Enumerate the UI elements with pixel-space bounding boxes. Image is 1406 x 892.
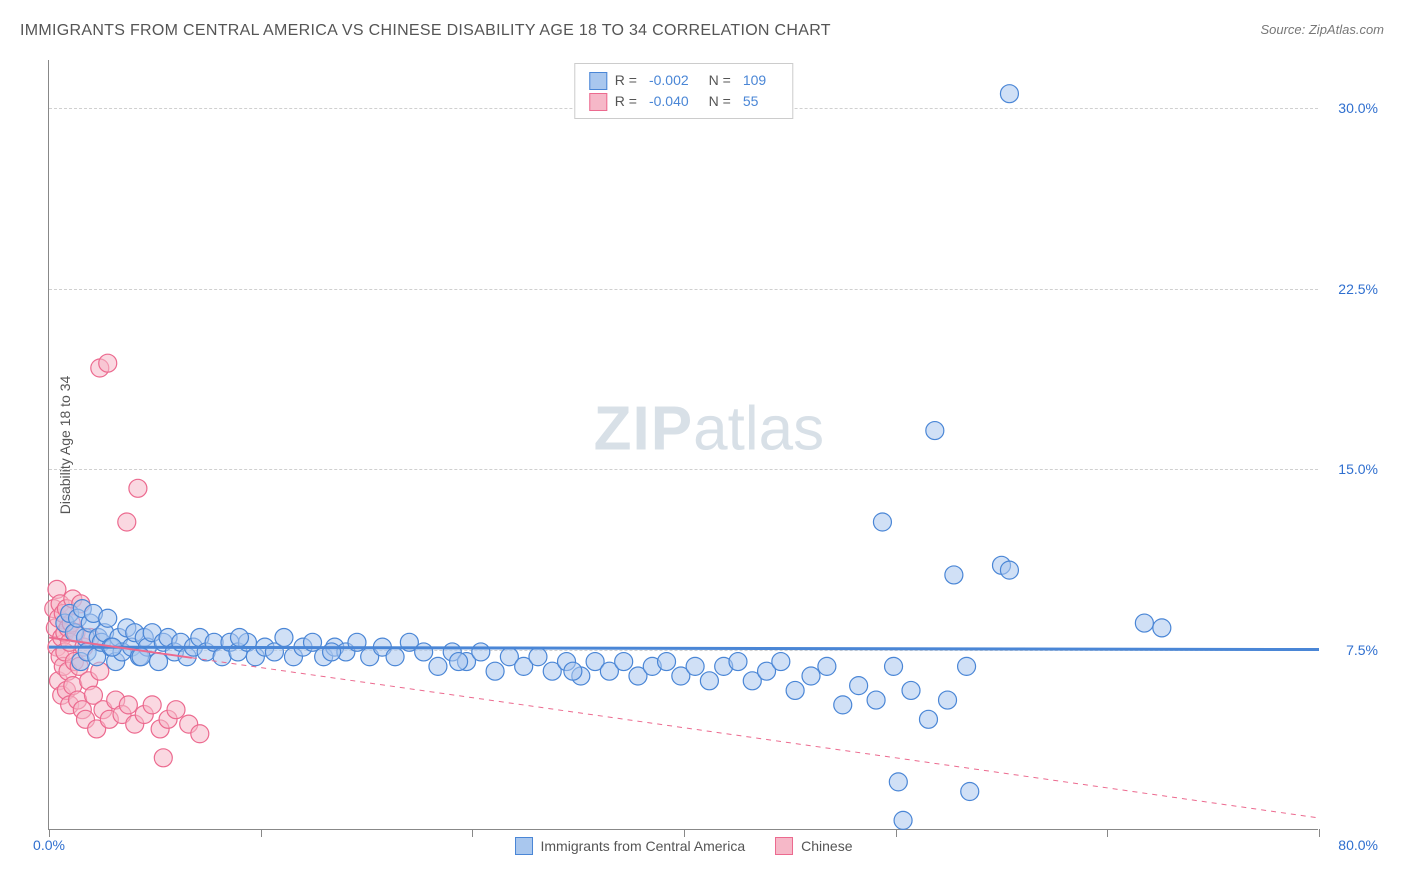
chart-title: IMMIGRANTS FROM CENTRAL AMERICA VS CHINE… (20, 22, 831, 40)
correlation-legend: R = -0.002 N = 109 R = -0.040 N = 55 (574, 63, 793, 119)
legend-row-blue: R = -0.002 N = 109 (589, 70, 778, 91)
x-tick-label-min: 0.0% (33, 837, 65, 853)
r-label: R = (615, 91, 637, 112)
legend-item-pink: Chinese (775, 837, 852, 855)
scatter-svg (49, 60, 1318, 829)
r-label: R = (615, 70, 637, 91)
legend-label-pink: Chinese (801, 838, 852, 854)
legend-label-blue: Immigrants from Central America (541, 838, 746, 854)
swatch-blue (589, 72, 607, 90)
swatch-pink (775, 837, 793, 855)
r-value-pink: -0.040 (649, 91, 689, 112)
x-tick-label-max: 80.0% (1338, 837, 1378, 853)
n-label: N = (709, 91, 731, 112)
plot-area: Disability Age 18 to 34 ZIPatlas 7.5%15.… (48, 60, 1318, 830)
n-value-pink: 55 (743, 91, 759, 112)
source-attribution: Source: ZipAtlas.com (1260, 22, 1384, 37)
swatch-pink (589, 93, 607, 111)
r-value-blue: -0.002 (649, 70, 689, 91)
series-legend: Immigrants from Central America Chinese (515, 837, 853, 855)
n-label: N = (709, 70, 731, 91)
swatch-blue (515, 837, 533, 855)
n-value-blue: 109 (743, 70, 766, 91)
legend-row-pink: R = -0.040 N = 55 (589, 91, 778, 112)
legend-item-blue: Immigrants from Central America (515, 837, 746, 855)
